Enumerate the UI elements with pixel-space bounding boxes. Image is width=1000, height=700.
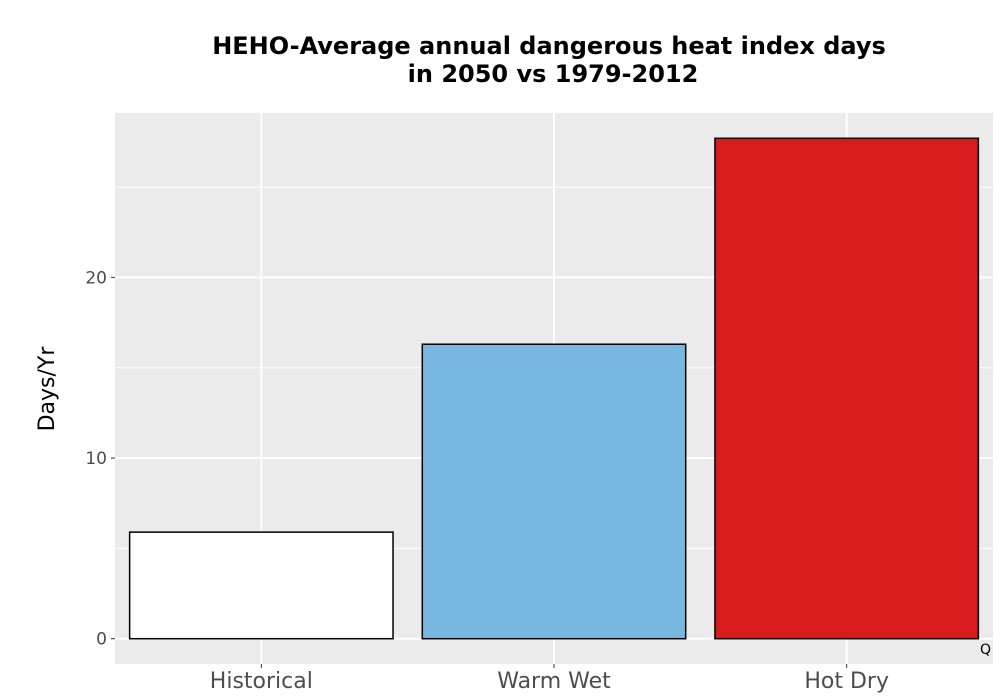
x-tick-label: Historical [210, 669, 313, 694]
x-axis: Historical Warm Wet Hot Dry [210, 664, 889, 694]
y-axis-title: Days/Yr [35, 346, 60, 432]
bars [128, 137, 980, 640]
corner-mark: Q [980, 642, 991, 658]
y-axis: 0 10 20 [85, 268, 115, 650]
chart-title-line-1: HEHO-Average annual dangerous heat index… [212, 32, 886, 60]
y-tick-label: 10 [85, 449, 107, 469]
y-tick-label: 0 [96, 630, 107, 650]
x-tick-label: Warm Wet [497, 669, 611, 694]
x-tick-label: Hot Dry [804, 669, 889, 694]
chart-title-line-2: in 2050 vs 1979-2012 [408, 60, 699, 88]
bar-historical [128, 531, 394, 640]
bar-warm-wet [421, 343, 687, 640]
y-tick-label: 20 [85, 268, 107, 288]
bar-hot-dry [714, 137, 980, 640]
